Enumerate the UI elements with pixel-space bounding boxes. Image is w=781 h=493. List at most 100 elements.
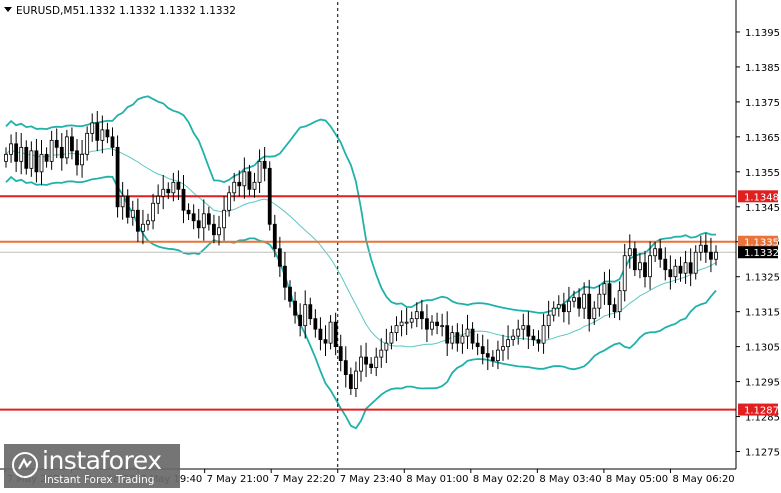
- candle: [90, 113, 95, 142]
- candle: [582, 282, 587, 319]
- candle: [100, 115, 105, 154]
- candle: [567, 286, 571, 325]
- candle: [44, 147, 49, 168]
- candle: [597, 284, 602, 317]
- candle: [638, 253, 642, 279]
- candle: [663, 247, 668, 281]
- candle: [536, 330, 541, 352]
- moving-average-line: [5, 148, 717, 348]
- candle: [298, 303, 303, 337]
- chart-header: EURUSD,M5 1.1332 1.1332 1.1332 1.1332: [4, 5, 236, 17]
- candle: [546, 300, 551, 339]
- candle: [201, 199, 206, 241]
- dropdown-triangle-icon[interactable]: [4, 7, 12, 12]
- candle: [648, 241, 652, 290]
- candle: [643, 250, 647, 288]
- x-tick-label: 8 May 05:00: [606, 474, 668, 485]
- candle: [693, 245, 698, 280]
- candle: [333, 312, 338, 356]
- candle: [480, 334, 485, 365]
- candle: [176, 170, 181, 200]
- candle: [425, 304, 429, 343]
- y-tick-label: 1.1285: [745, 413, 780, 424]
- candle: [703, 233, 708, 263]
- candle: [572, 290, 576, 308]
- candle: [460, 324, 465, 354]
- candle: [516, 319, 521, 345]
- candle: [617, 281, 622, 321]
- candle: [612, 297, 617, 318]
- level-price-tag: [738, 190, 778, 203]
- candle: [561, 292, 566, 323]
- candles-layer: [4, 110, 718, 398]
- candle: [29, 141, 34, 177]
- x-tick-label: 8 May 03:40: [539, 474, 601, 485]
- candle: [14, 131, 19, 173]
- candle: [364, 342, 368, 378]
- candle: [698, 235, 703, 261]
- candle: [196, 208, 201, 239]
- candle: [688, 248, 693, 287]
- candle: [191, 204, 196, 230]
- candle: [465, 314, 470, 350]
- candle: [668, 255, 673, 290]
- candle: [440, 313, 445, 337]
- candle: [632, 241, 637, 277]
- candle: [551, 301, 556, 322]
- candle: [607, 269, 612, 318]
- candle: [70, 127, 74, 160]
- candle: [419, 299, 424, 330]
- candle: [85, 126, 90, 161]
- candle: [653, 241, 658, 263]
- candle: [95, 110, 100, 152]
- candle: [34, 138, 39, 183]
- y-tick-label: 1.1275: [745, 448, 780, 459]
- candle: [252, 172, 257, 198]
- candle: [526, 311, 531, 350]
- candle: [318, 317, 323, 351]
- candle: [369, 357, 374, 374]
- candle: [394, 316, 399, 342]
- candle: [59, 133, 64, 171]
- candle: [217, 215, 221, 246]
- candle: [521, 313, 526, 340]
- candle: [496, 340, 500, 370]
- candle: [39, 140, 44, 185]
- candle: [120, 181, 125, 220]
- y-tick-label: 1.1365: [745, 133, 780, 144]
- candle: [19, 133, 24, 175]
- candle: [323, 325, 328, 357]
- y-tick-label: 1.1305: [745, 343, 780, 354]
- price-tags: 1.1348 1.1335 1.1287 1.1332: [738, 190, 779, 417]
- y-tick-label: 1.1375: [745, 98, 780, 109]
- y-tick-label: 1.1345: [745, 203, 780, 214]
- level-price-text: 1.1287: [744, 406, 779, 417]
- candle: [166, 182, 171, 200]
- candle: [587, 279, 592, 332]
- candle: [141, 209, 145, 245]
- candle: [531, 329, 536, 346]
- candle: [262, 146, 267, 182]
- candle: [328, 315, 333, 350]
- candle: [283, 251, 287, 301]
- current-price-tag: [738, 246, 778, 259]
- candle: [511, 329, 516, 346]
- candle: [156, 184, 161, 214]
- candle: [404, 307, 409, 336]
- candle: [80, 140, 84, 178]
- candle: [501, 334, 505, 361]
- candle: [110, 127, 115, 156]
- candle: [556, 295, 561, 317]
- bollinger-upper-line: [5, 95, 716, 314]
- level-price-text: 1.1348: [744, 192, 779, 203]
- y-tick-label: 1.1315: [745, 308, 780, 319]
- candle: [450, 325, 455, 350]
- candle: [389, 325, 394, 350]
- candle: [288, 280, 292, 308]
- watermark-logo: instaforex Instant Forex Trading: [4, 444, 180, 488]
- candle: [54, 128, 59, 159]
- candle: [435, 312, 439, 335]
- candle: [455, 323, 460, 352]
